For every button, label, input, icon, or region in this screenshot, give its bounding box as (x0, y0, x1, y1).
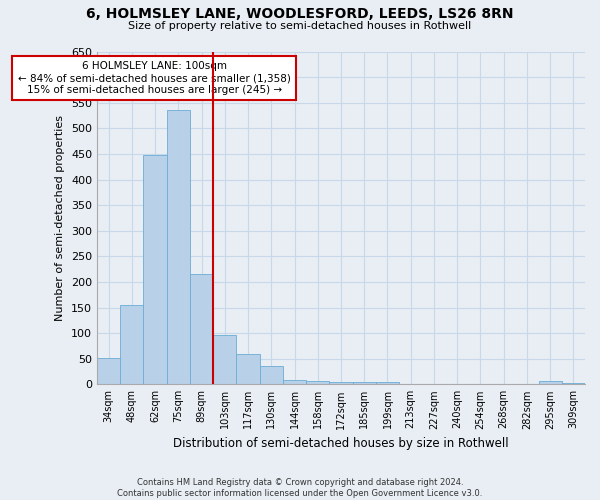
Bar (236, 354, 260, 384)
Bar (167, 110, 190, 384)
Bar (97, 358, 120, 384)
Bar (353, 382, 376, 384)
Bar (329, 382, 353, 384)
Bar (283, 380, 306, 384)
Bar (120, 305, 143, 384)
Y-axis label: Number of semi-detached properties: Number of semi-detached properties (55, 115, 65, 321)
Bar (376, 382, 399, 384)
Bar (213, 334, 236, 384)
Bar (260, 366, 283, 384)
Bar (562, 383, 585, 384)
Bar (190, 274, 213, 384)
Text: 6 HOLMSLEY LANE: 100sqm
← 84% of semi-detached houses are smaller (1,358)
15% of: 6 HOLMSLEY LANE: 100sqm ← 84% of semi-de… (17, 62, 290, 94)
Text: Contains HM Land Registry data © Crown copyright and database right 2024.
Contai: Contains HM Land Registry data © Crown c… (118, 478, 482, 498)
Text: 6, HOLMSLEY LANE, WOODLESFORD, LEEDS, LS26 8RN: 6, HOLMSLEY LANE, WOODLESFORD, LEEDS, LS… (86, 8, 514, 22)
X-axis label: Distribution of semi-detached houses by size in Rothwell: Distribution of semi-detached houses by … (173, 437, 509, 450)
Text: Size of property relative to semi-detached houses in Rothwell: Size of property relative to semi-detach… (128, 21, 472, 31)
Bar (539, 381, 562, 384)
Bar (143, 155, 167, 384)
Bar (306, 381, 329, 384)
